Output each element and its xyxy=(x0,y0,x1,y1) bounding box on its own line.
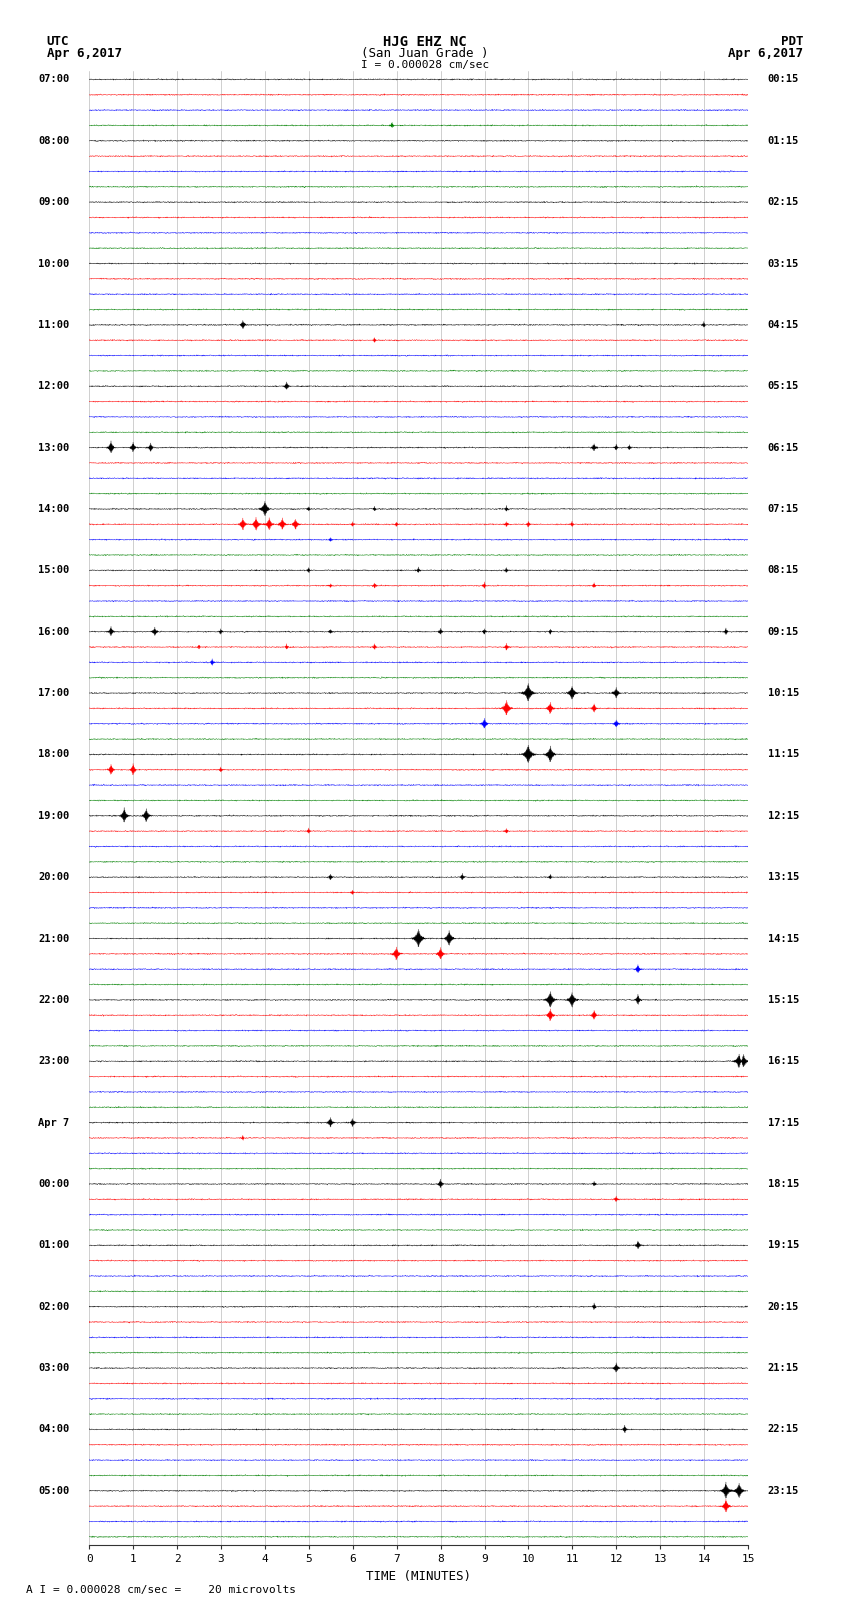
Text: 06:15: 06:15 xyxy=(768,442,799,453)
Text: 08:15: 08:15 xyxy=(768,565,799,576)
Text: 03:00: 03:00 xyxy=(38,1363,70,1373)
Text: 16:15: 16:15 xyxy=(768,1057,799,1066)
Text: 00:00: 00:00 xyxy=(38,1179,70,1189)
Text: UTC: UTC xyxy=(47,35,69,48)
Text: I = 0.000028 cm/sec: I = 0.000028 cm/sec xyxy=(361,60,489,69)
Text: 10:00: 10:00 xyxy=(38,258,70,268)
Text: 18:15: 18:15 xyxy=(768,1179,799,1189)
Text: 01:15: 01:15 xyxy=(768,135,799,145)
Text: Apr 6,2017: Apr 6,2017 xyxy=(728,47,803,60)
Text: 17:00: 17:00 xyxy=(38,689,70,698)
Text: 00:15: 00:15 xyxy=(768,74,799,84)
Text: 23:15: 23:15 xyxy=(768,1486,799,1495)
Text: 12:15: 12:15 xyxy=(768,811,799,821)
Text: 05:00: 05:00 xyxy=(38,1486,70,1495)
Text: PDT: PDT xyxy=(781,35,803,48)
Text: 14:15: 14:15 xyxy=(768,934,799,944)
Text: 10:15: 10:15 xyxy=(768,689,799,698)
Text: 20:15: 20:15 xyxy=(768,1302,799,1311)
Text: 13:15: 13:15 xyxy=(768,873,799,882)
Text: 12:00: 12:00 xyxy=(38,381,70,392)
X-axis label: TIME (MINUTES): TIME (MINUTES) xyxy=(366,1569,471,1582)
Text: 11:00: 11:00 xyxy=(38,319,70,331)
Text: 13:00: 13:00 xyxy=(38,442,70,453)
Text: 07:15: 07:15 xyxy=(768,503,799,515)
Text: 14:00: 14:00 xyxy=(38,503,70,515)
Text: 17:15: 17:15 xyxy=(768,1118,799,1127)
Text: 02:15: 02:15 xyxy=(768,197,799,206)
Text: 22:15: 22:15 xyxy=(768,1424,799,1434)
Text: 05:15: 05:15 xyxy=(768,381,799,392)
Text: A I = 0.000028 cm/sec =    20 microvolts: A I = 0.000028 cm/sec = 20 microvolts xyxy=(26,1586,296,1595)
Text: 01:00: 01:00 xyxy=(38,1240,70,1250)
Text: 08:00: 08:00 xyxy=(38,135,70,145)
Text: 04:15: 04:15 xyxy=(768,319,799,331)
Text: 22:00: 22:00 xyxy=(38,995,70,1005)
Text: 19:00: 19:00 xyxy=(38,811,70,821)
Text: 03:15: 03:15 xyxy=(768,258,799,268)
Text: (San Juan Grade ): (San Juan Grade ) xyxy=(361,47,489,60)
Text: Apr 6,2017: Apr 6,2017 xyxy=(47,47,122,60)
Text: 23:00: 23:00 xyxy=(38,1057,70,1066)
Text: 15:15: 15:15 xyxy=(768,995,799,1005)
Text: 21:00: 21:00 xyxy=(38,934,70,944)
Text: 09:00: 09:00 xyxy=(38,197,70,206)
Text: HJG EHZ NC: HJG EHZ NC xyxy=(383,35,467,48)
Text: 07:00: 07:00 xyxy=(38,74,70,84)
Text: 15:00: 15:00 xyxy=(38,565,70,576)
Text: 18:00: 18:00 xyxy=(38,750,70,760)
Text: 19:15: 19:15 xyxy=(768,1240,799,1250)
Text: 21:15: 21:15 xyxy=(768,1363,799,1373)
Text: 09:15: 09:15 xyxy=(768,627,799,637)
Text: Apr 7: Apr 7 xyxy=(38,1118,70,1127)
Text: 11:15: 11:15 xyxy=(768,750,799,760)
Text: 04:00: 04:00 xyxy=(38,1424,70,1434)
Text: 02:00: 02:00 xyxy=(38,1302,70,1311)
Text: 20:00: 20:00 xyxy=(38,873,70,882)
Text: 16:00: 16:00 xyxy=(38,627,70,637)
